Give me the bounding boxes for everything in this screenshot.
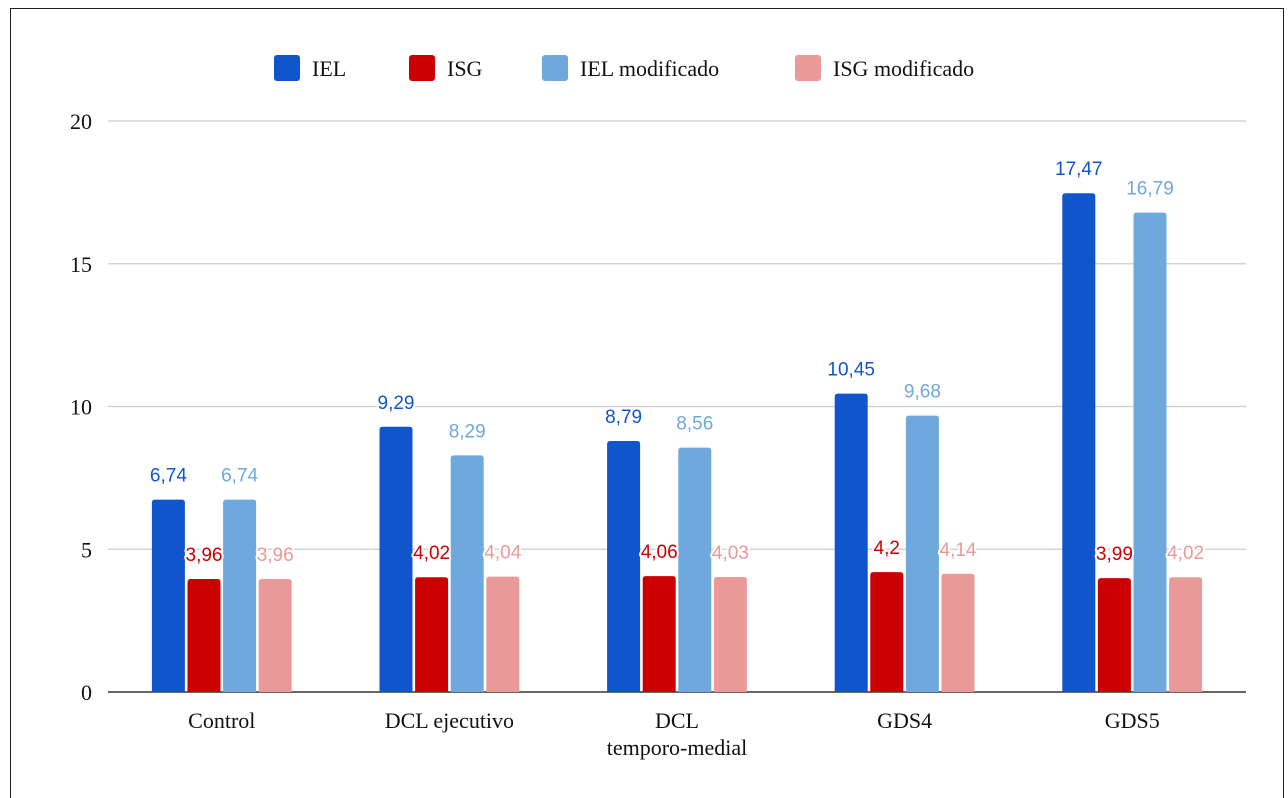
bar-iel — [379, 426, 413, 692]
gridlines — [108, 120, 1246, 693]
data-label: 4,02 — [413, 543, 450, 564]
y-tick-label: 15 — [70, 252, 92, 277]
y-tick-label: 10 — [70, 395, 92, 420]
x-category-label: DCL — [655, 708, 699, 733]
x-category-label: temporo-medial — [607, 735, 748, 760]
data-label: 4,02 — [1167, 543, 1204, 564]
data-label: 8,79 — [605, 407, 642, 428]
x-category-label: GDS5 — [1105, 708, 1160, 733]
data-label: 3,96 — [257, 545, 294, 566]
data-label: 3,99 — [1096, 544, 1133, 565]
bar-isg — [870, 572, 904, 692]
legend-swatch — [274, 55, 300, 81]
bar-iel — [834, 393, 868, 692]
legend-label: IEL modificado — [580, 56, 719, 81]
bars — [151, 193, 1203, 692]
bar-iel — [607, 441, 641, 692]
data-label: 17,47 — [1055, 159, 1103, 180]
bar-isg — [1097, 578, 1131, 692]
bar-iel-modificado — [1133, 212, 1167, 692]
data-label: 8,56 — [676, 414, 713, 435]
bar-isg — [187, 578, 221, 692]
x-category-label: DCL ejecutivo — [385, 708, 514, 733]
legend-label: IEL — [312, 56, 346, 81]
y-tick-label: 5 — [81, 537, 92, 562]
bar-isg — [415, 577, 449, 692]
data-label: 4,14 — [940, 540, 977, 561]
bar-iel-modificado — [450, 455, 484, 692]
x-category-label: GDS4 — [877, 708, 932, 733]
data-labels: 6,74 3,96 6,74 3,96 9,29 4,02 8,29 4,04 8,79 4,06… — [148, 157, 1206, 568]
bar-isg-modificado — [486, 576, 520, 692]
legend-swatch — [542, 55, 568, 81]
bar-isg — [642, 576, 676, 692]
data-label: 9,68 — [904, 382, 941, 403]
y-axis-ticks: 0 5 10 15 20 — [70, 109, 92, 705]
bar-isg-modificado — [941, 573, 975, 692]
data-label: 4,04 — [484, 543, 521, 564]
legend-swatch — [409, 55, 435, 81]
data-label: 10,45 — [827, 360, 875, 381]
data-label: 4,06 — [641, 542, 678, 563]
data-label: 4,2 — [874, 538, 900, 559]
data-label: 4,03 — [712, 543, 749, 564]
legend-swatch — [795, 55, 821, 81]
data-label: 16,79 — [1126, 179, 1174, 200]
y-tick-label: 0 — [81, 680, 92, 705]
data-label: 6,74 — [150, 466, 187, 487]
bar-iel-modificado — [223, 499, 257, 692]
legend: IEL ISG IEL modificado ISG modificado — [274, 55, 974, 81]
data-label: 3,96 — [186, 545, 223, 566]
legend-label: ISG — [447, 56, 483, 81]
bar-iel — [1062, 193, 1096, 692]
data-label: 9,29 — [378, 393, 415, 414]
bar-iel — [151, 499, 185, 692]
y-tick-label: 20 — [70, 109, 92, 134]
bar-iel-modificado — [678, 447, 712, 692]
bar-isg-modificado — [1169, 577, 1203, 692]
bar-isg-modificado — [713, 576, 747, 692]
bar-iel-modificado — [905, 415, 939, 692]
legend-label: ISG modificado — [833, 56, 974, 81]
x-category-label: Control — [188, 708, 255, 733]
data-label: 8,29 — [449, 421, 486, 442]
data-label: 6,74 — [221, 466, 258, 487]
bar-isg-modificado — [258, 578, 292, 692]
